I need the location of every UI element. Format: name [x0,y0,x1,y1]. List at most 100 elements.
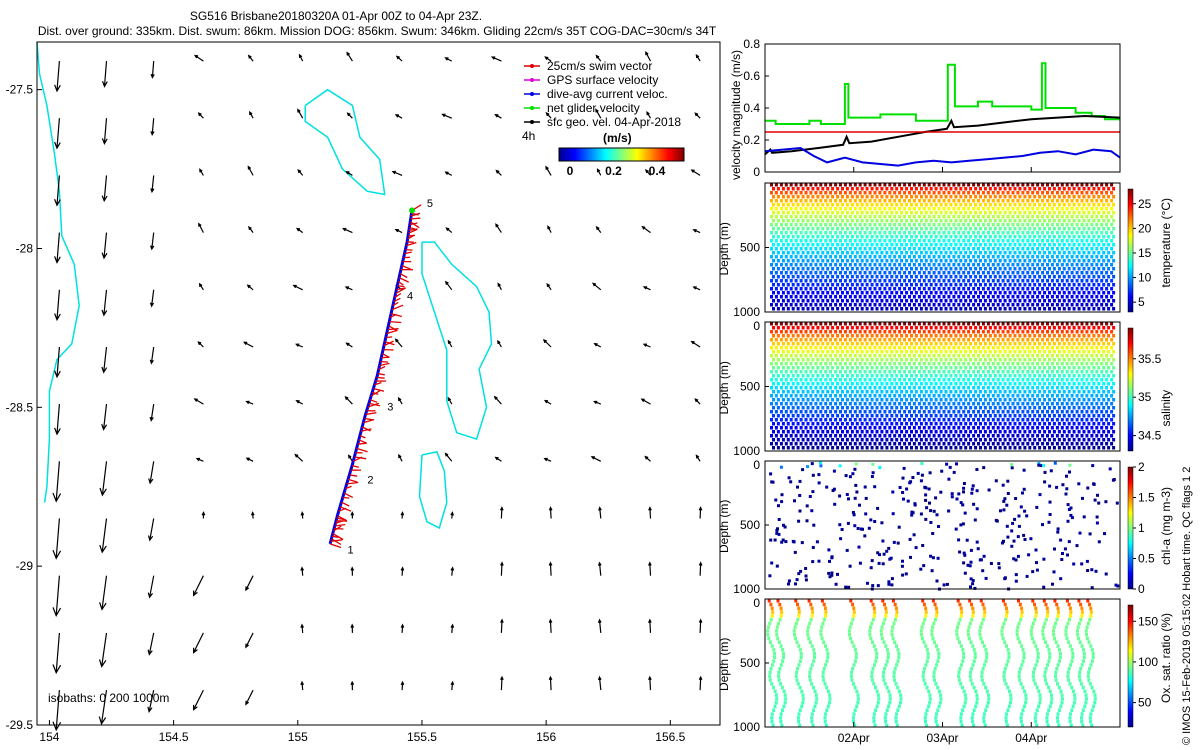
data-point [1100,231,1104,235]
data-point [791,219,795,223]
data-point [1036,287,1040,291]
data-point [910,358,913,362]
data-point [774,303,778,307]
data-point [947,303,951,307]
data-point [1050,354,1054,358]
data-point [903,231,907,235]
data-point [1033,374,1037,378]
data-point [986,394,990,398]
data-point [867,526,871,530]
data-point [804,330,808,334]
data-point [1105,255,1109,259]
data-point [934,219,938,223]
data-point [796,195,800,199]
data-point [829,402,833,406]
data-point [898,191,902,195]
data-point [850,211,854,215]
data-point [873,418,877,422]
data-point [850,275,854,279]
data-point [1105,402,1109,406]
data-point [912,295,916,299]
data-point [954,291,958,295]
data-point [890,227,894,231]
data-point [981,442,985,446]
data-point [924,291,928,295]
data-point [1105,263,1109,267]
data-point [841,195,844,199]
data-point [1041,239,1045,243]
data-point [1028,430,1032,434]
data-point [1070,354,1074,358]
data-point [917,434,921,438]
data-point [1057,267,1061,271]
data-point [1100,394,1104,398]
data-point [942,263,946,267]
data-point [878,370,882,374]
colorbar-tick-label: 15 [1138,246,1152,260]
temperature-colorbar [1127,188,1134,313]
data-point [934,195,938,199]
data-point [1070,271,1074,275]
data-point [843,287,847,291]
data-point [914,366,918,370]
series-dive-avg-current [764,146,1121,167]
data-point [952,442,956,446]
data-point [1013,219,1017,223]
data-point [784,322,788,326]
data-point [779,338,783,342]
data-point [1072,283,1076,287]
data-point [898,394,902,398]
data-point [1006,330,1010,334]
swim-vector [399,273,408,279]
data-point [816,251,820,255]
data-point [959,299,963,303]
y-tick-label: 0.6 [743,69,760,83]
data-point [1043,374,1047,378]
data-point [863,303,867,307]
data-point [1036,279,1040,283]
data-point [843,271,847,275]
data-point [804,346,808,350]
data-point [922,247,926,251]
data-point [883,231,887,235]
data-point [937,287,941,291]
data-point [898,199,902,203]
data-point [878,442,882,446]
data-point [1077,382,1081,386]
data-point [888,386,892,390]
data-point [924,259,928,263]
data-point [910,398,913,402]
data-point [865,227,869,231]
velocity-arrow [201,511,206,519]
data-point [927,215,931,219]
data-point [927,330,931,334]
data-point [804,303,808,307]
data-point [844,585,848,589]
data-point [903,378,907,382]
data-point [890,366,894,370]
data-point [998,422,1002,426]
data-point [957,338,961,342]
data-point [952,386,956,390]
data-point [1097,195,1101,199]
data-point [937,370,941,374]
data-point [863,346,867,350]
data-point [776,326,780,330]
data-point [858,442,862,446]
data-point [1075,346,1079,350]
data-point [801,342,805,346]
swim-vector [394,292,402,299]
data-point [853,263,857,267]
data-point [873,279,877,283]
data-point [890,235,894,239]
data-point [1077,227,1081,231]
data-point [1085,362,1089,366]
data-point [1112,358,1116,362]
data-point [1080,263,1084,267]
data-point [799,295,803,299]
data-point [1085,330,1089,334]
data-point [888,279,892,283]
data-point [845,219,849,223]
data-point [1075,544,1079,548]
data-point [1082,259,1086,263]
